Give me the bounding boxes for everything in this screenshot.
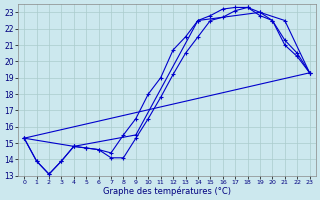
X-axis label: Graphe des températures (°C): Graphe des températures (°C) [103, 186, 231, 196]
